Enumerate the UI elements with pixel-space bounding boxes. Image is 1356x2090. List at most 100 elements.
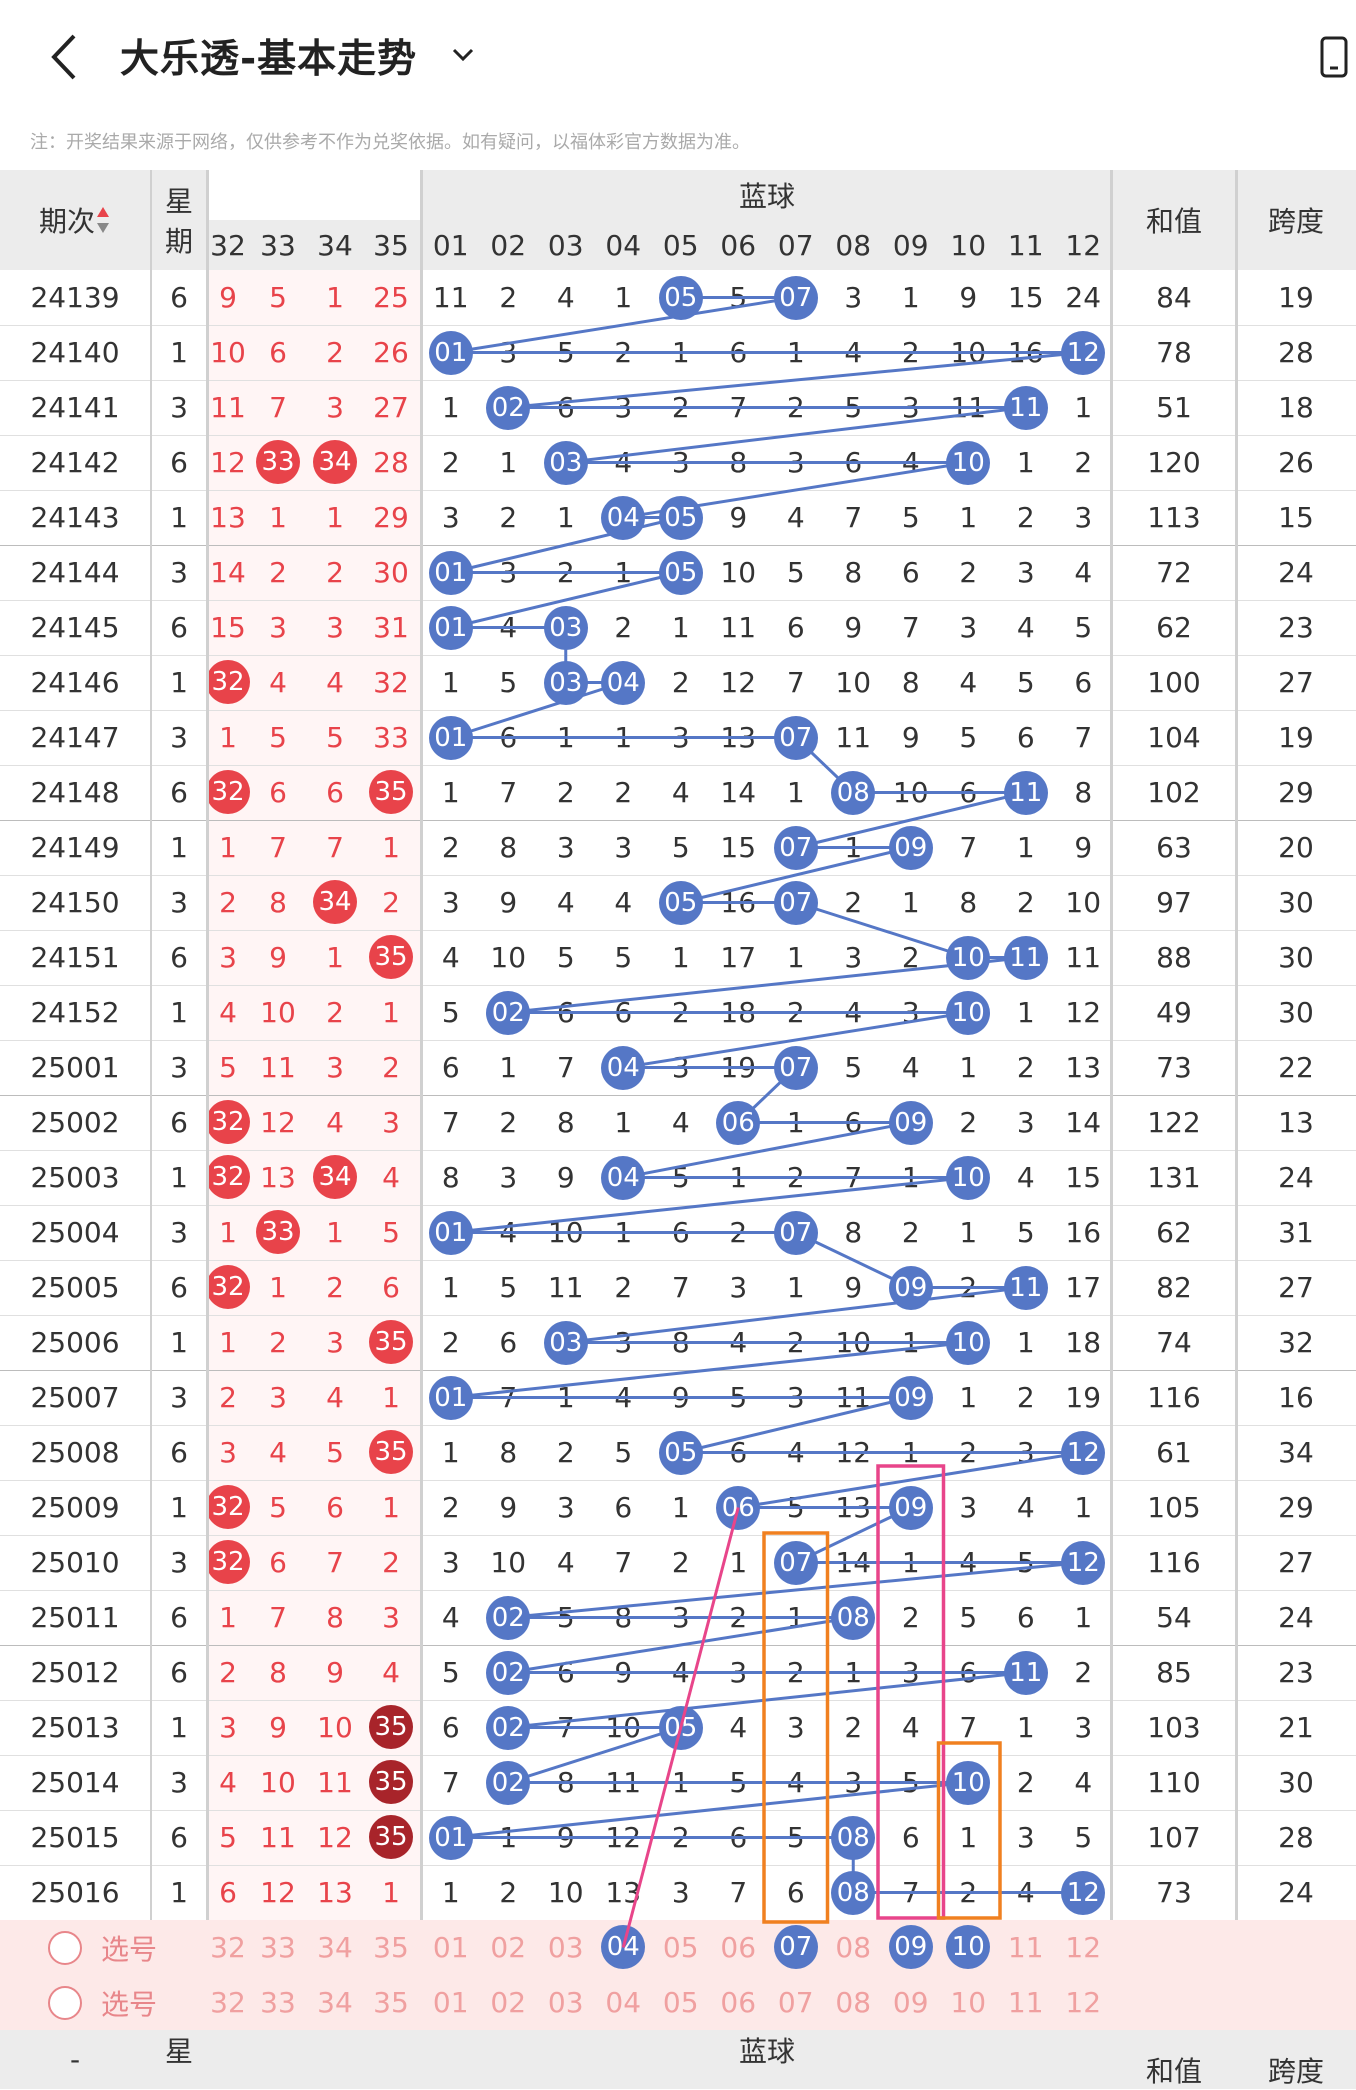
select-blue-number[interactable]: 12 [1065, 1931, 1102, 1964]
front-miss-cell: 11 [260, 1821, 296, 1854]
select-front-number[interactable]: 33 [260, 1986, 296, 2019]
blue-miss-cell: 1 [959, 1821, 978, 1854]
sum-cell: 113 [1147, 501, 1201, 534]
blue-ball: 03 [543, 605, 588, 650]
front-col-header: 34 [317, 228, 353, 262]
front-miss-cell: 1 [382, 831, 400, 864]
blue-ball: 10 [946, 990, 991, 1035]
sum-cell: 104 [1147, 721, 1201, 754]
select-blue-number[interactable]: 01 [432, 1931, 469, 1964]
sum-cell: 49 [1156, 996, 1192, 1029]
front-ball: 35 [369, 770, 413, 814]
front-ball: 32 [206, 1265, 250, 1309]
blue-ball: 02 [486, 1650, 531, 1695]
blue-miss-cell: 14 [720, 776, 757, 809]
blue-ball: 02 [486, 385, 531, 430]
blue-miss-cell: 2 [1016, 1051, 1035, 1084]
front-miss-cell: 3 [219, 1436, 237, 1469]
blue-miss-cell: 1 [786, 776, 805, 809]
period-cell: 25001 [30, 1051, 120, 1084]
select-blue-ball[interactable]: 10 [946, 1925, 991, 1969]
select-front-number[interactable]: 34 [317, 1931, 353, 1964]
select-front-number[interactable]: 33 [260, 1931, 296, 1964]
sum-cell: 110 [1147, 1766, 1201, 1799]
front-miss-cell: 10 [317, 1711, 353, 1744]
select-blue-number[interactable]: 08 [835, 1931, 872, 1964]
period-header[interactable]: 期次 [0, 170, 150, 270]
select-blue-number[interactable]: 11 [1007, 1986, 1044, 2019]
phone-icon[interactable] [1318, 36, 1356, 80]
select-front-number[interactable]: 32 [210, 1986, 246, 2019]
select-blue-number[interactable]: 02 [490, 1986, 527, 2019]
front-miss-cell: 4 [219, 996, 237, 1029]
row-divider [0, 325, 1356, 326]
select-front-number[interactable]: 35 [373, 1931, 409, 1964]
select-blue-number[interactable]: 06 [720, 1931, 757, 1964]
front-ball: 32 [206, 1100, 250, 1144]
footer-span-header: 跨度 [1267, 2055, 1324, 2088]
select-blue-number[interactable]: 01 [432, 1986, 469, 2019]
select-radio[interactable] [48, 1931, 82, 1965]
select-blue-number[interactable]: 08 [835, 1986, 872, 2019]
select-blue-number[interactable]: 10 [950, 1986, 987, 2019]
select-front-number[interactable]: 32 [210, 1931, 246, 1964]
select-label[interactable]: 选号 [100, 1987, 157, 2021]
select-blue-number[interactable]: 05 [662, 1986, 699, 2019]
blue-ball: 07 [773, 275, 818, 320]
select-radio[interactable] [48, 1986, 82, 2020]
blue-miss-cell: 5 [844, 1051, 863, 1084]
front-miss-cell: 32 [373, 666, 409, 699]
select-blue-number[interactable]: 07 [777, 1986, 814, 2019]
front-miss-cell: 3 [326, 391, 344, 424]
blue-miss-cell: 9 [499, 886, 518, 919]
blue-miss-cell: 5 [1074, 611, 1093, 644]
select-blue-number[interactable]: 12 [1065, 1986, 1102, 2019]
select-front-number[interactable]: 35 [373, 1986, 409, 2019]
select-blue-number[interactable]: 04 [605, 1986, 642, 2019]
blue-miss-cell: 4 [1074, 556, 1093, 589]
back-arrow-icon[interactable] [44, 30, 84, 84]
select-blue-number[interactable]: 09 [892, 1986, 929, 2019]
select-blue-ball[interactable]: 09 [888, 1925, 933, 1969]
front-miss-cell: 1 [326, 941, 344, 974]
span-cell: 30 [1278, 941, 1314, 974]
front-miss-cell: 2 [326, 336, 344, 369]
front-ball: 32 [206, 770, 250, 814]
front-miss-cell: 13 [317, 1876, 353, 1909]
blue-ball: 01 [428, 605, 473, 650]
front-ball: 35 [369, 1430, 413, 1474]
select-blue-number[interactable]: 11 [1007, 1931, 1044, 1964]
blue-miss-cell: 13 [1065, 1051, 1102, 1084]
chevron-down-icon[interactable] [448, 40, 478, 70]
sum-cell: 116 [1147, 1546, 1201, 1579]
select-label[interactable]: 选号 [100, 1932, 157, 1966]
select-blue-number[interactable]: 02 [490, 1931, 527, 1964]
blue-miss-cell: 10 [835, 666, 872, 699]
select-blue-number[interactable]: 06 [720, 1986, 757, 2019]
front-miss-cell: 2 [382, 1051, 400, 1084]
select-blue-number[interactable]: 03 [547, 1931, 584, 1964]
blue-miss-cell: 8 [959, 886, 978, 919]
blue-miss-cell: 8 [844, 556, 863, 589]
front-miss-cell: 5 [219, 1821, 237, 1854]
period-cell: 24151 [30, 941, 120, 974]
trend-line [622, 1121, 912, 1179]
blue-miss-cell: 2 [499, 1876, 518, 1909]
select-blue-ball[interactable]: 07 [773, 1925, 818, 1969]
front-miss-cell: 33 [373, 721, 409, 754]
page-title[interactable]: 大乐透-基本走势 [120, 37, 418, 82]
blue-miss-cell: 5 [499, 666, 518, 699]
blue-ball: 08 [831, 770, 876, 815]
blue-miss-cell: 4 [671, 776, 690, 809]
blue-ball: 07 [773, 1045, 818, 1090]
row-divider [0, 1260, 1356, 1261]
weekday-cell: 1 [170, 336, 188, 369]
select-blue-number[interactable]: 03 [547, 1986, 584, 2019]
period-cell: 25008 [30, 1436, 120, 1469]
blue-miss-cell: 8 [1074, 776, 1093, 809]
sum-cell: 54 [1156, 1601, 1192, 1634]
blue-miss-cell: 4 [556, 886, 575, 919]
select-front-number[interactable]: 34 [317, 1986, 353, 2019]
blue-miss-cell: 5 [1016, 666, 1035, 699]
select-blue-number[interactable]: 05 [662, 1931, 699, 1964]
